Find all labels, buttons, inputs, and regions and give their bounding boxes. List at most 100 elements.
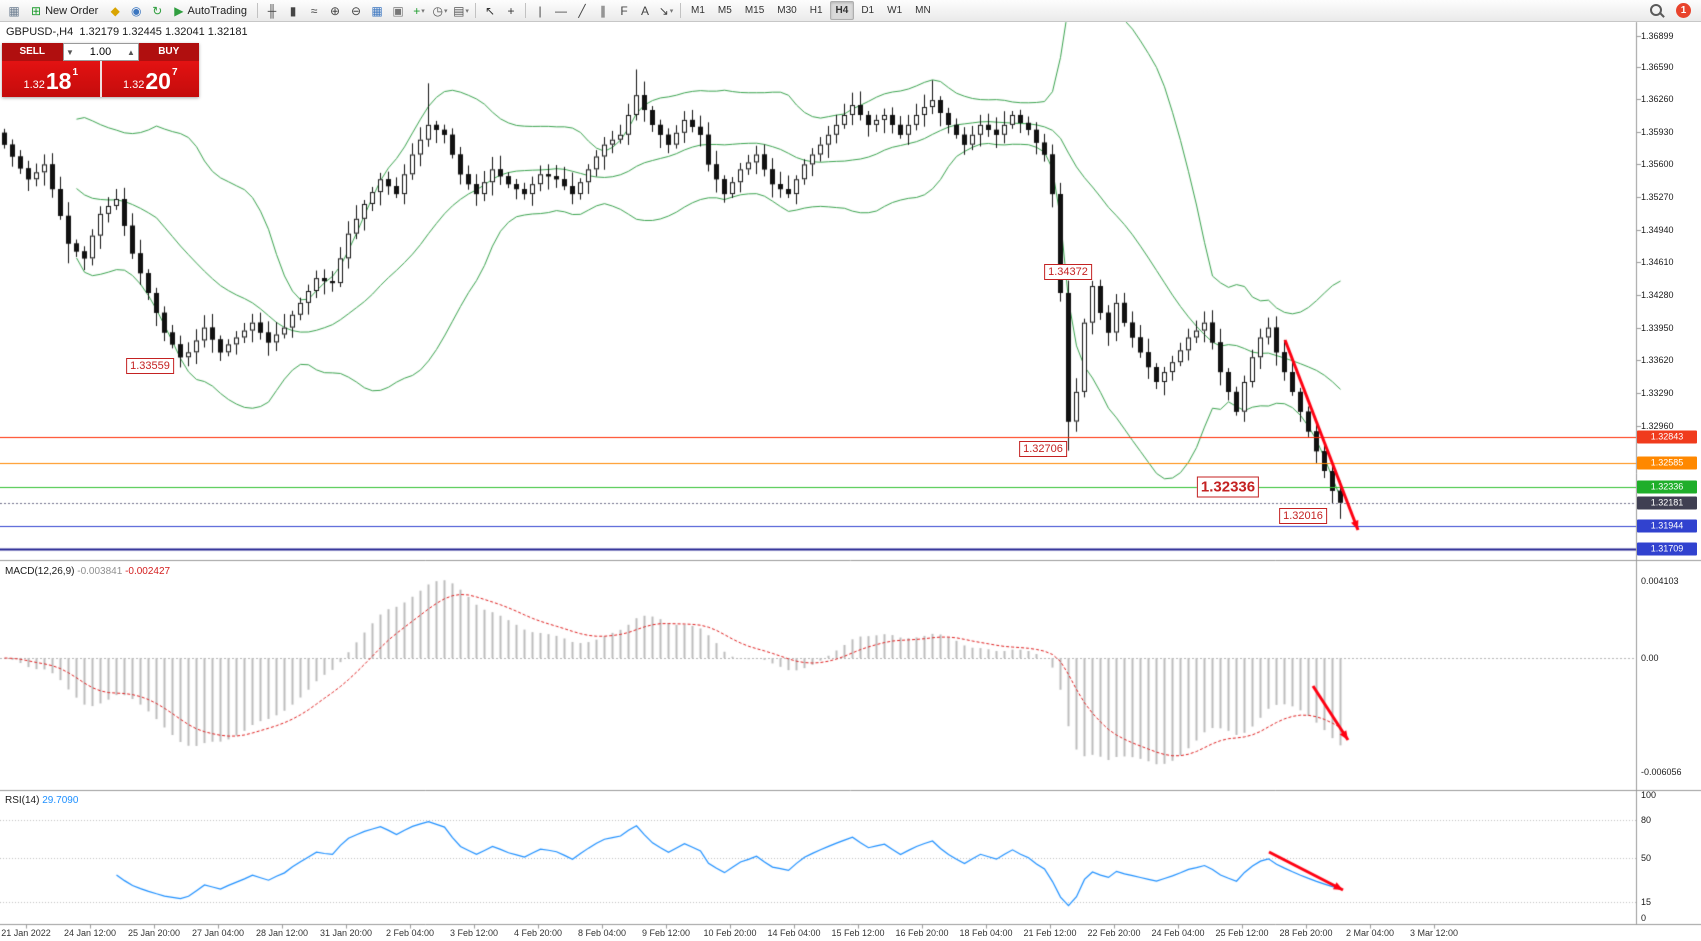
tile-windows-icon-glyph: ▦	[371, 3, 383, 18]
zoom-in-icon-glyph: ⊕	[329, 3, 341, 18]
rsi-indicator-label: RSI(14) 29.7090	[5, 795, 78, 806]
dropdown-caret-icon: ▾	[465, 7, 469, 15]
candlestick-chart-icon-glyph: ▮	[289, 3, 297, 18]
dropdown-caret-icon: ▾	[669, 7, 674, 15]
refresh-icon-glyph: ↻	[152, 3, 163, 18]
autotrading-button[interactable]: ▶ AutoTrading	[168, 2, 253, 20]
sell-button[interactable]: 1.32 18 1	[2, 61, 100, 97]
macd-indicator-label: MACD(12,26,9) -0.003841 -0.002427	[5, 566, 170, 577]
crosshair-icon[interactable]: +	[501, 2, 521, 20]
timeframe-h4[interactable]: H4	[829, 1, 855, 20]
buy-price-prefix: 1.32	[122, 79, 145, 91]
tile-windows-icon[interactable]: ▦	[367, 2, 387, 20]
timeframe-m1[interactable]: M1	[691, 5, 705, 16]
refresh-icon[interactable]: ↻	[147, 2, 167, 20]
vertical-line-icon-glyph: |	[538, 3, 542, 18]
search-handle	[1659, 12, 1665, 18]
cascade-windows-icon[interactable]: ▣	[388, 2, 408, 20]
new-order-button-label: New Order	[45, 4, 99, 17]
templates-icon[interactable]: ▤ ▾	[451, 2, 471, 20]
vertical-line-icon[interactable]: |	[530, 2, 550, 20]
volume-input[interactable]	[76, 46, 125, 58]
arrows-icon-glyph: ↘	[658, 3, 669, 18]
toolbar-buttons: ▦ ⊞ New Order ◆ ◉ ↻ ▶ AutoTrading ╫ ▮ ≈ ⊕ ⊖ ▦ ▣ + ▾ ◷ ▾ ▤ ▾ ↖…	[4, 1, 937, 20]
channel-icon[interactable]: ∥	[593, 2, 613, 20]
toolbar: ▦ ⊞ New Order ◆ ◉ ↻ ▶ AutoTrading ╫ ▮ ≈ ⊕ ⊖ ▦ ▣ + ▾ ◷ ▾ ▤ ▾ ↖…	[0, 0, 1701, 22]
toolbar-separator	[680, 3, 682, 18]
rsi-value: 29.7090	[42, 795, 79, 806]
volume-increase-button[interactable]: ▲	[127, 47, 135, 57]
timeframe-m30[interactable]: M30	[777, 5, 797, 16]
indicators-icon[interactable]: + ▾	[409, 2, 429, 20]
autotrading-button-glyph: ▶	[174, 3, 184, 18]
volume-box: ▼ ▲	[62, 43, 139, 61]
indicators-icon-glyph: +	[413, 3, 421, 18]
zoom-out-icon[interactable]: ⊖	[346, 2, 366, 20]
channel-icon-glyph: ∥	[600, 3, 607, 18]
toolbar-separator	[257, 3, 259, 18]
metaeditor-icon[interactable]: ◆	[105, 2, 125, 20]
trade-panel-divider	[99, 61, 102, 97]
timeframe-m5[interactable]: M5	[717, 5, 732, 16]
fibonacci-icon-glyph: F	[620, 3, 628, 18]
bar-chart-icon-glyph: ╫	[267, 3, 277, 18]
sell-price-big: 18	[45, 68, 72, 94]
community-icon[interactable]: ◉	[126, 2, 146, 20]
buy-button[interactable]: 1.32 20 7	[101, 61, 199, 97]
timeframe-h1[interactable]: H1	[809, 5, 823, 16]
buy-price-big: 20	[145, 68, 171, 94]
community-icon-glyph: ◉	[131, 3, 142, 18]
new-chart-icon[interactable]: ▦	[4, 2, 24, 20]
cursor-icon[interactable]: ↖	[480, 2, 500, 20]
fibonacci-icon[interactable]: F	[614, 2, 634, 20]
one-click-trading-panel: SELL ▼ ▲ BUY 1.32 18 1 1.32 20 7	[2, 43, 199, 97]
macd-signal-value: -0.002427	[125, 566, 171, 577]
periods-icon-glyph: ◷	[432, 3, 443, 18]
toolbar-separator	[475, 3, 477, 18]
periods-icon[interactable]: ◷ ▾	[430, 2, 450, 20]
cursor-icon-glyph: ↖	[484, 3, 496, 18]
autotrading-button-label: AutoTrading	[187, 4, 248, 17]
symbol-ohlc-label: GBPUSD-,H4 1.32179 1.32445 1.32041 1.321…	[6, 26, 248, 38]
timeframe-m15[interactable]: M15	[744, 5, 765, 16]
macd-main-value: -0.003841	[77, 566, 123, 577]
trendline-icon[interactable]: ╱	[572, 2, 592, 20]
buy-tab[interactable]: BUY	[138, 43, 199, 61]
text-icon[interactable]: A	[635, 2, 655, 20]
dropdown-caret-icon: ▾	[444, 7, 448, 15]
horizontal-line-icon-glyph: —	[555, 3, 568, 18]
macd-name: MACD(12,26,9)	[5, 566, 75, 577]
new-chart-icon-glyph: ▦	[8, 3, 20, 18]
sell-tab[interactable]: SELL	[2, 43, 63, 61]
timeframe-mn[interactable]: MN	[915, 5, 931, 16]
sell-price-sup: 1	[72, 67, 79, 78]
buy-price-sup: 7	[171, 67, 178, 78]
rsi-name: RSI(14)	[5, 795, 40, 806]
line-chart-icon-glyph: ≈	[310, 3, 318, 18]
cascade-windows-icon-glyph: ▣	[392, 3, 404, 18]
timeframe-w1[interactable]: W1	[887, 5, 903, 16]
timeframe-d1[interactable]: D1	[861, 5, 875, 16]
toolbar-separator	[525, 3, 527, 18]
zoom-out-icon-glyph: ⊖	[350, 3, 362, 18]
candlestick-chart-icon[interactable]: ▮	[283, 2, 303, 20]
bar-chart-icon[interactable]: ╫	[262, 2, 282, 20]
search-icon[interactable]	[1649, 3, 1665, 18]
horizontal-line-icon[interactable]: —	[551, 2, 571, 20]
trendline-icon-glyph: ╱	[578, 3, 586, 18]
line-chart-icon[interactable]: ≈	[304, 2, 324, 20]
zoom-in-icon[interactable]: ⊕	[325, 2, 345, 20]
dropdown-caret-icon: ▾	[421, 7, 425, 15]
search-lens	[1650, 4, 1662, 16]
notification-badge[interactable]: 1	[1676, 3, 1691, 18]
new-order-button-glyph: ⊞	[31, 3, 42, 18]
sell-price-prefix: 1.32	[23, 79, 45, 91]
volume-decrease-button[interactable]: ▼	[66, 47, 74, 57]
arrows-icon[interactable]: ↘ ▾	[656, 2, 676, 20]
toolbar-right: 1	[1649, 3, 1697, 18]
templates-icon-glyph: ▤	[453, 3, 465, 18]
new-order-button[interactable]: ⊞ New Order	[25, 2, 104, 20]
metaeditor-icon-glyph: ◆	[110, 3, 120, 18]
